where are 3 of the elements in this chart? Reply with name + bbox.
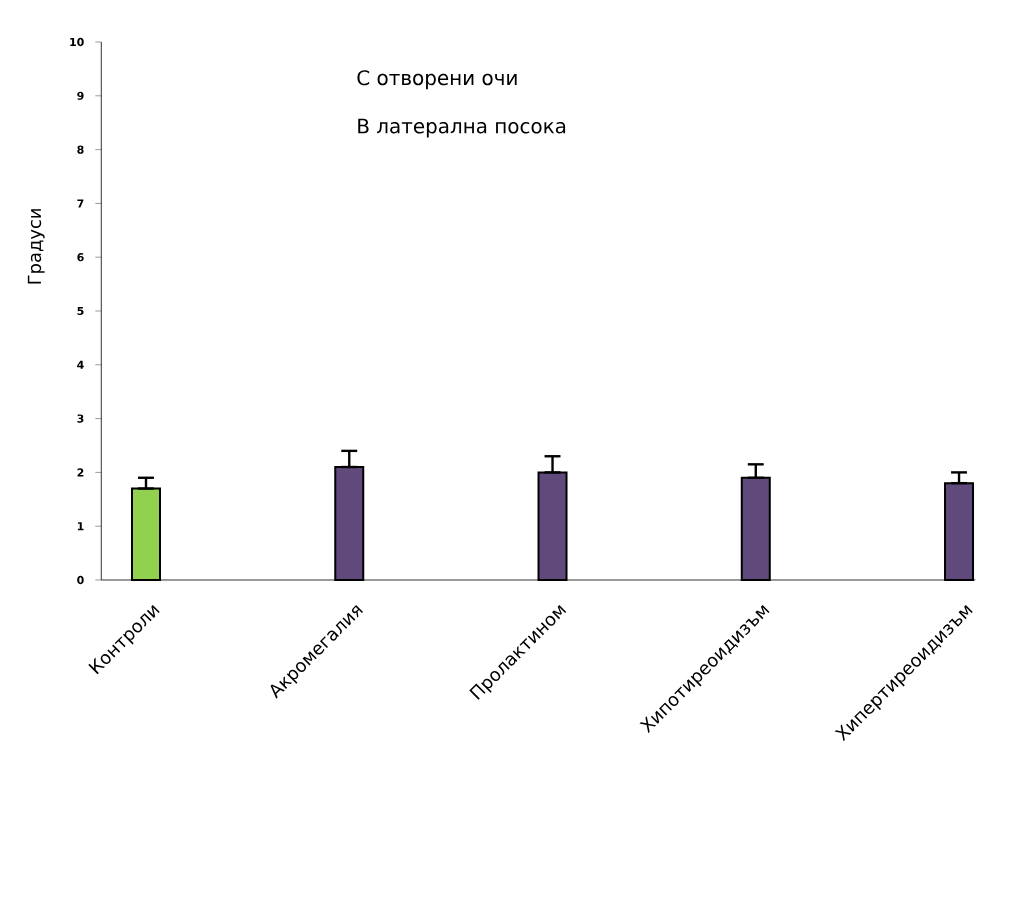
annotation: С отворени очи bbox=[357, 70, 517, 90]
y-axis-title: Градуси bbox=[27, 209, 45, 284]
annotation: В латерална посока bbox=[358, 118, 566, 138]
